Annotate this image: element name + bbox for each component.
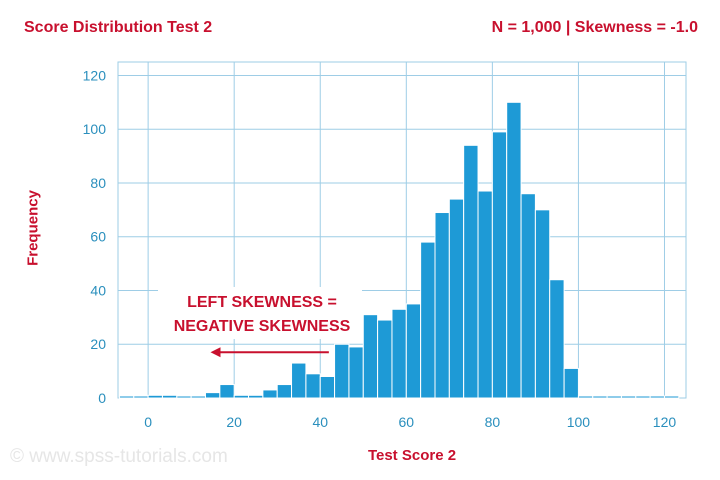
histogram-bar: [248, 394, 264, 399]
y-tick-label: 100: [83, 121, 107, 137]
histogram-bar: [649, 395, 665, 399]
histogram-bar: [362, 314, 379, 399]
histogram-bar: [133, 395, 149, 399]
y-tick-label: 0: [98, 390, 106, 406]
histogram-bar: [219, 384, 235, 399]
histogram-bar: [377, 319, 393, 399]
histogram-bar: [176, 395, 192, 399]
y-tick-label: 60: [90, 229, 106, 245]
annotation-arrow-head: [210, 347, 221, 358]
histogram-bar: [506, 101, 522, 399]
histogram-bar: [520, 193, 536, 399]
histogram-bar: [319, 375, 336, 399]
histogram-bar: [448, 198, 465, 399]
histogram-bar: [405, 303, 422, 399]
histogram-bar: [477, 190, 493, 399]
histogram-bar: [118, 395, 135, 399]
histogram-bar: [434, 212, 450, 399]
x-tick-label: 40: [312, 414, 328, 430]
chart-subtitle: N = 1,000 | Skewness = -1.0: [491, 19, 698, 36]
histogram-bar: [463, 144, 479, 399]
annotation-background: [158, 287, 362, 339]
histogram-bar: [334, 343, 350, 399]
histogram-bar: [391, 308, 407, 399]
watermark: © www.spss-tutorials.com: [10, 446, 228, 467]
y-tick-label: 40: [90, 282, 106, 298]
histogram-bar: [190, 395, 206, 399]
histogram-bar: [420, 241, 436, 399]
histogram-bar: [563, 367, 579, 399]
histogram-bar: [305, 373, 321, 399]
histogram-bar: [663, 395, 680, 399]
histogram-bar: [147, 394, 163, 399]
histogram-bar: [577, 395, 594, 399]
x-tick-label: 120: [653, 414, 677, 430]
histogram-bar: [291, 362, 307, 399]
x-tick-label: 80: [485, 414, 501, 430]
y-tick-label: 80: [90, 175, 106, 191]
histogram-bar: [161, 394, 178, 399]
histogram-bar: [620, 395, 637, 399]
x-tick-label: 20: [226, 414, 242, 430]
histogram-bar: [491, 131, 508, 399]
histogram-bar: [549, 279, 565, 399]
annotation-text: NEGATIVE SKEWNESS: [174, 318, 351, 335]
annotation-text: LEFT SKEWNESS =: [187, 294, 337, 311]
histogram-bar: [348, 346, 364, 399]
x-tick-label: 100: [567, 414, 591, 430]
histogram-bar: [204, 392, 221, 399]
y-tick-label: 120: [83, 67, 107, 83]
histogram-bar: [534, 209, 551, 399]
histogram-bar: [606, 395, 622, 399]
histogram-bar: [276, 384, 293, 399]
chart-title: Score Distribution Test 2: [24, 19, 213, 36]
x-tick-label: 0: [144, 414, 152, 430]
histogram-bar: [262, 389, 278, 399]
histogram-bar: [233, 394, 250, 399]
histogram-bar: [635, 395, 651, 399]
y-tick-label: 20: [90, 336, 106, 352]
x-tick-label: 60: [399, 414, 415, 430]
x-axis-label: Test Score 2: [367, 447, 457, 464]
histogram-bar: [592, 395, 608, 399]
